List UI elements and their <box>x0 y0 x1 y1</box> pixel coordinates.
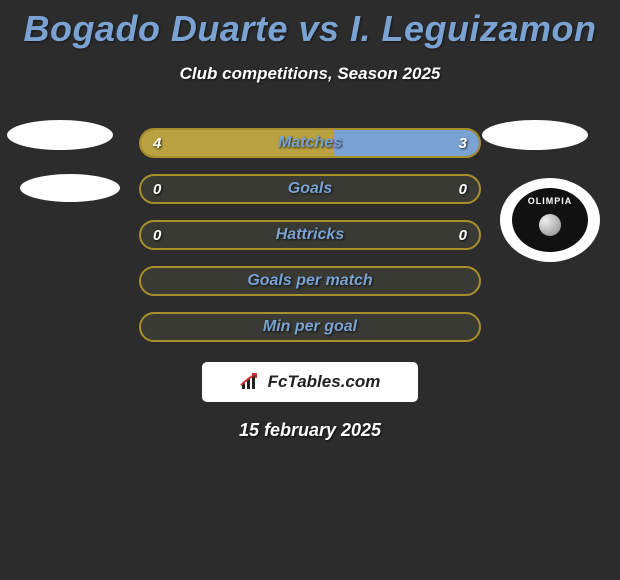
stat-bar: 0 0 Hattricks <box>139 220 481 250</box>
date-text: 15 february 2025 <box>0 420 620 441</box>
bar-value-left: 0 <box>153 227 161 244</box>
stat-bar: Goals per match <box>139 266 481 296</box>
bar-label: Matches <box>278 134 342 152</box>
bar-label: Min per goal <box>263 318 357 336</box>
bar-value-left: 4 <box>153 135 161 152</box>
page-title: Bogado Duarte vs I. Leguizamon <box>0 0 620 50</box>
bar-label: Hattricks <box>276 226 344 244</box>
chart-icon <box>240 373 262 391</box>
stat-bars: 4 3 Matches 0 0 Goals 0 0 Hattricks Goals per mat… <box>0 128 620 342</box>
bar-fill-right <box>334 130 479 156</box>
bar-label: Goals per match <box>247 272 372 290</box>
brand-text: FcTables.com <box>268 372 381 392</box>
subtitle: Club competitions, Season 2025 <box>0 64 620 84</box>
bar-value-left: 0 <box>153 181 161 198</box>
stat-bar: Min per goal <box>139 312 481 342</box>
bar-value-right: 0 <box>459 181 467 198</box>
bar-value-right: 3 <box>459 135 467 152</box>
brand-badge: FcTables.com <box>202 362 418 402</box>
stat-bar: 4 3 Matches <box>139 128 481 158</box>
bar-label: Goals <box>288 180 332 198</box>
bar-value-right: 0 <box>459 227 467 244</box>
stat-bar: 0 0 Goals <box>139 174 481 204</box>
